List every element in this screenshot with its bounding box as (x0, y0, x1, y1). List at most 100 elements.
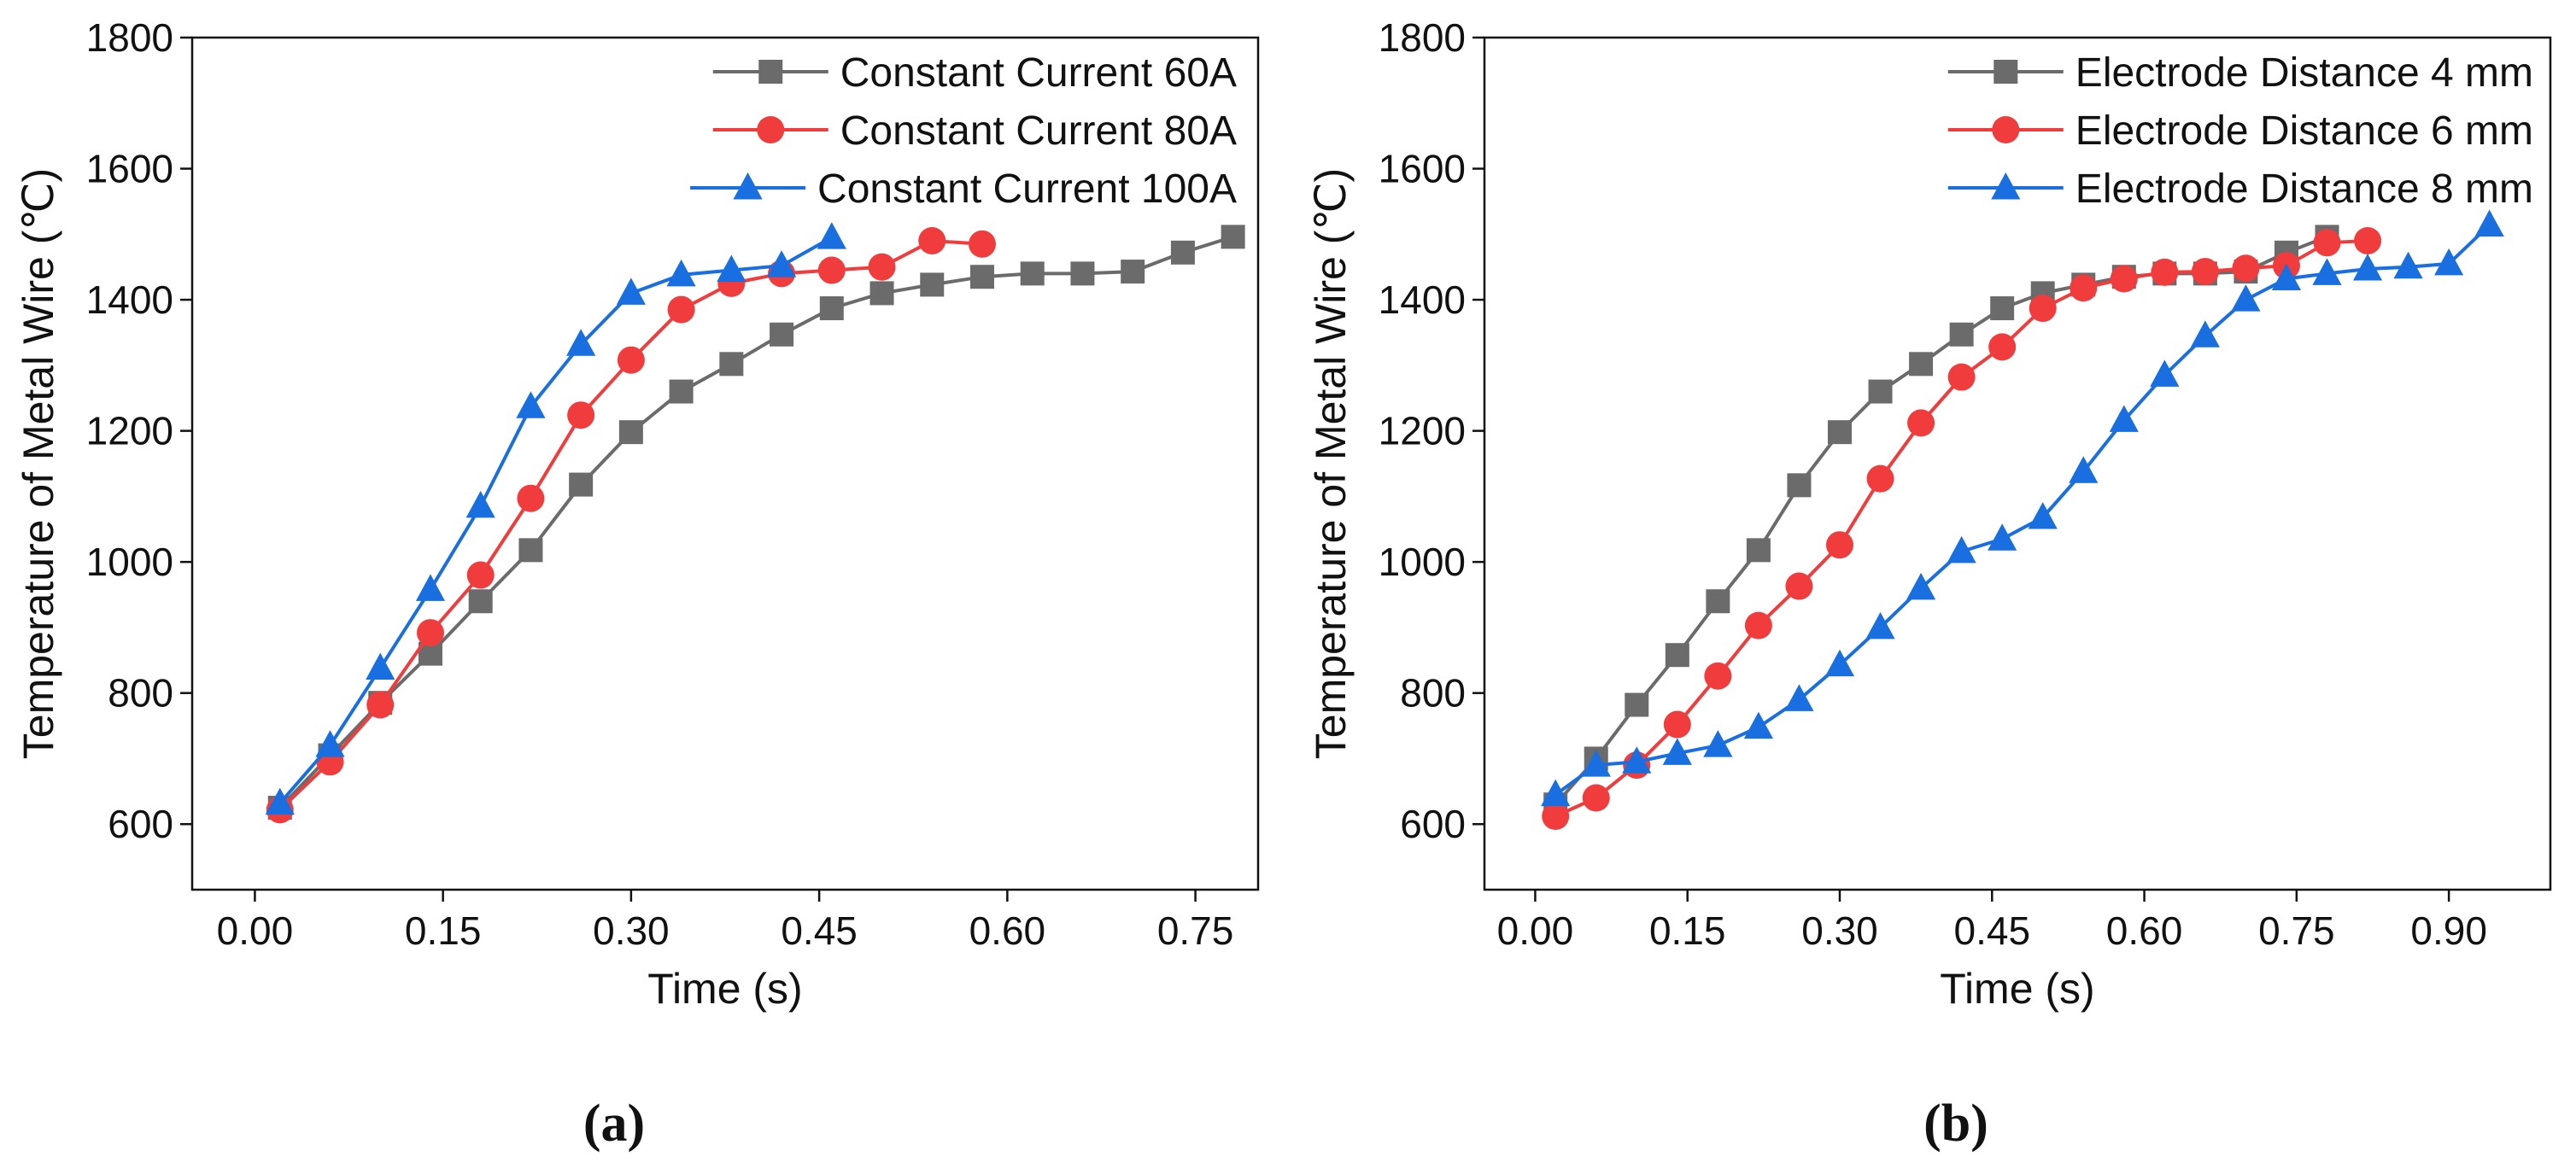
data-point (1665, 643, 1689, 668)
series-layer-a (265, 222, 1245, 824)
series-line (278, 235, 1234, 809)
data-point (1170, 240, 1195, 265)
data-point (315, 730, 345, 757)
x-tick-label: 0.00 (1497, 908, 1574, 953)
data-point (1949, 322, 1974, 347)
data-point (1907, 409, 1935, 437)
data-point (1541, 779, 1571, 807)
legend-marker (1992, 116, 2020, 143)
legend-a: Constant Current 60A Constant Current 80A… (690, 50, 1237, 212)
x-tick-label: 0.30 (593, 908, 670, 953)
x-tick-label: 0.15 (405, 908, 482, 953)
legend-marker (1993, 60, 2018, 84)
data-point (1070, 261, 1095, 286)
data-point (1743, 711, 1774, 739)
series-line (278, 238, 983, 811)
series-line (278, 236, 833, 805)
data-point (1988, 333, 2017, 361)
data-point (468, 589, 493, 614)
y-tick-label: 800 (108, 671, 173, 715)
data-point (1866, 464, 1894, 493)
y-axis-title-a: Temperature of Metal Wire (℃) (15, 168, 62, 759)
data-point (1582, 784, 1610, 812)
legend-marker (757, 116, 785, 143)
data-point (666, 259, 696, 287)
data-point (1906, 572, 1936, 600)
data-point (968, 230, 996, 258)
data-point (617, 346, 645, 374)
x-tick-label: 0.45 (781, 908, 858, 953)
data-point (1542, 803, 1570, 831)
data-point (2354, 226, 2382, 254)
y-tick-label: 1400 (1379, 277, 1466, 322)
plot-frame-b (1483, 36, 2552, 891)
y-tick-label: 1600 (1379, 147, 1466, 191)
legend-label: Electrode Distance 6 mm (2075, 108, 2533, 154)
y-tick-label: 1800 (1379, 15, 1466, 60)
data-point (868, 253, 896, 281)
x-tick-label: 0.60 (969, 908, 1046, 953)
data-point (1121, 260, 1145, 284)
data-point (2232, 254, 2260, 283)
data-point (1663, 710, 1691, 739)
data-point (1704, 662, 1732, 690)
legend-item: Electrode Distance 8 mm (1947, 166, 2533, 212)
legend-item: Electrode Distance 6 mm (1947, 108, 2533, 154)
data-point (1746, 538, 1771, 563)
data-point (466, 561, 495, 589)
y-tick-label: 800 (1400, 671, 1466, 715)
y-tick-label: 1200 (86, 409, 173, 453)
data-point (766, 250, 797, 277)
data-point (2029, 295, 2057, 323)
data-point (1581, 750, 1611, 777)
data-point (1221, 225, 1245, 249)
data-point (516, 391, 546, 418)
data-point (920, 272, 945, 297)
legend-marker (733, 172, 763, 200)
data-point (2150, 359, 2180, 387)
data-point (518, 538, 543, 563)
data-point (517, 484, 545, 512)
data-point (969, 265, 994, 289)
data-point (2231, 284, 2261, 312)
legend-marker (1991, 172, 2021, 200)
y-tick-label: 600 (1400, 802, 1466, 846)
data-point (2313, 229, 2341, 257)
data-point (1868, 379, 1893, 404)
data-point (265, 787, 295, 815)
series-triangle (265, 222, 846, 815)
data-point (1787, 473, 1812, 498)
x-tick-label: 0.15 (1649, 908, 1726, 953)
series-line (1554, 224, 2491, 797)
data-point (2190, 320, 2220, 348)
data-point (918, 226, 946, 254)
data-point (2474, 209, 2504, 237)
data-point (618, 420, 643, 445)
data-point (1988, 523, 2017, 551)
data-point (2110, 265, 2138, 293)
series-square (1543, 225, 2339, 817)
series-circle (266, 226, 996, 824)
y-tick-label: 1000 (86, 540, 173, 584)
data-point (770, 322, 794, 347)
data-point (1824, 649, 1855, 677)
data-point (2393, 251, 2423, 279)
panel-label-b: (b) (1923, 1095, 1988, 1153)
data-point (1622, 746, 1652, 774)
data-point (1784, 684, 1814, 711)
data-point (719, 352, 744, 377)
data-point (669, 379, 694, 404)
data-point (2271, 263, 2302, 291)
plot-frame-a (190, 36, 1260, 891)
data-point (869, 281, 894, 306)
y-tick-label: 1000 (1379, 540, 1466, 584)
legend-item: Constant Current 80A (712, 108, 1237, 154)
data-point (2109, 405, 2139, 432)
data-point (717, 254, 746, 283)
data-point (1865, 611, 1895, 640)
x-tick-label: 0.45 (1954, 908, 2031, 953)
data-point (2352, 253, 2383, 281)
data-point (415, 574, 446, 601)
data-point (2434, 248, 2464, 276)
